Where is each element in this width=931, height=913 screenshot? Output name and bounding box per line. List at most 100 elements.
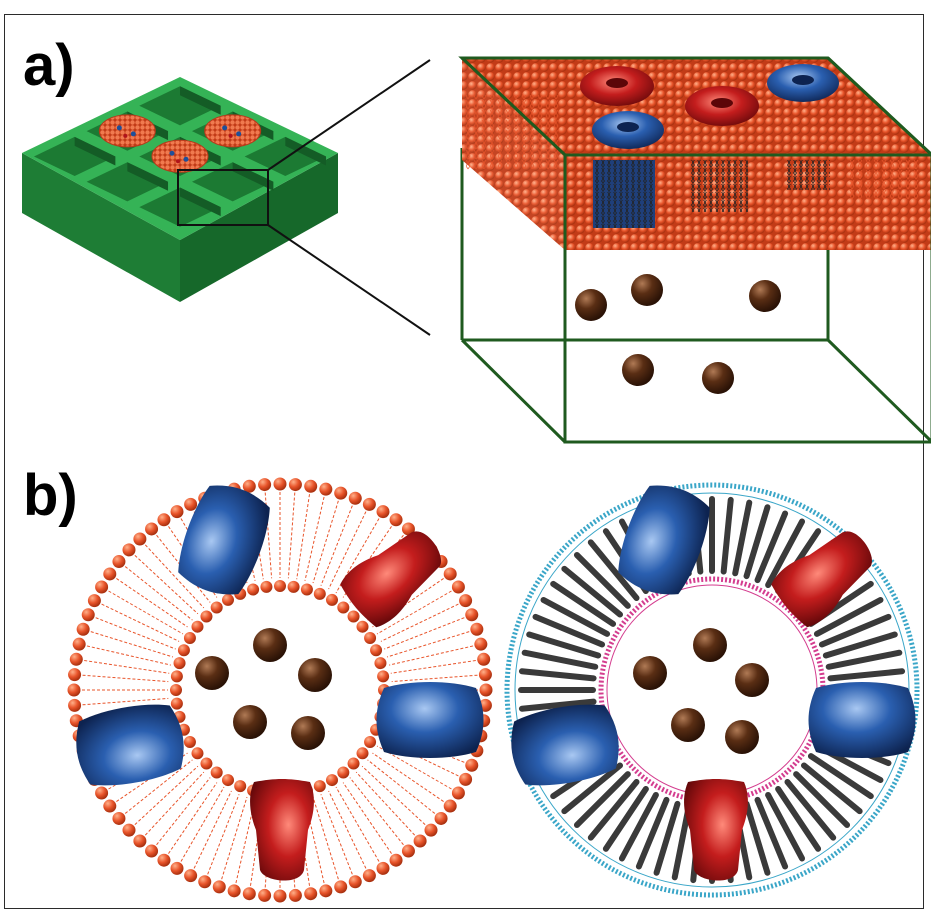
polymer-chain — [573, 551, 631, 609]
cargo-particle-icon — [702, 362, 734, 394]
microwell-substrate — [22, 59, 431, 336]
lipid-head-outer — [212, 880, 226, 894]
transmembrane-core-red-tails — [690, 160, 748, 212]
lipid-head-inner — [326, 593, 338, 606]
substrate-well-wall — [285, 136, 327, 166]
protein-body — [76, 704, 184, 786]
lipid-head-outer — [122, 543, 136, 557]
lipid-head-inner — [247, 583, 260, 596]
polymer-chain — [732, 499, 753, 577]
polymer-chain — [754, 796, 789, 870]
polymer-chain — [818, 613, 892, 648]
lipid-head-inner — [173, 657, 186, 670]
blue-membrane-protein-icon — [116, 125, 122, 131]
lipid-tail — [221, 796, 248, 880]
lipid-tail — [376, 590, 452, 635]
lipid-head-outer — [465, 758, 479, 772]
lipid-head-outer — [334, 486, 348, 500]
blue-membrane-protein-icon — [222, 125, 228, 131]
lipid-head-outer — [362, 497, 376, 511]
lipid-head-outer — [258, 888, 272, 902]
cargo-particle-icon — [575, 289, 607, 321]
lipid-head-outer — [145, 522, 159, 536]
lipid-head-outer — [68, 668, 82, 682]
lipid-head-inner — [347, 610, 360, 623]
lipid-tail — [180, 786, 225, 862]
cargo-particle-icon — [298, 658, 332, 692]
lipid-tail — [144, 771, 205, 836]
polymer-chain — [822, 631, 898, 659]
substrate-well-wall — [180, 86, 221, 115]
lipid-tail — [304, 496, 325, 581]
substrate-well-wall — [180, 187, 221, 217]
cargo-particle-icon — [633, 656, 667, 690]
lipid-head-outer — [401, 844, 415, 858]
lipid-head-outer — [413, 834, 427, 848]
lipid-tail — [264, 492, 273, 579]
polymer-inner-shell — [598, 576, 826, 804]
lipid-head-outer — [184, 869, 198, 883]
box-bottom-right-edge — [826, 338, 931, 444]
polymer-chain — [784, 778, 837, 841]
lipid-head-inner — [210, 766, 223, 779]
red-membrane-protein-icon — [340, 531, 442, 628]
lipid-head-outer — [227, 884, 241, 898]
polymer-chain — [587, 539, 640, 602]
protein-body — [376, 682, 484, 758]
polymersome-icon — [504, 482, 920, 898]
red-membrane-protein-icon — [685, 86, 759, 126]
lipid-head-outer — [67, 683, 81, 697]
lipid-head-outer — [479, 683, 493, 697]
lipid-head-inner — [337, 601, 350, 614]
lipid-tail — [124, 759, 193, 814]
lipid-tail — [386, 631, 470, 658]
red-membrane-protein-icon — [228, 133, 233, 138]
lipid-tail — [108, 590, 184, 635]
polymer-chain — [550, 580, 617, 627]
blue-membrane-protein-icon — [767, 64, 839, 102]
polymer-chain — [793, 771, 851, 829]
blue-membrane-protein-icon — [183, 156, 189, 162]
lipid-head-inner — [170, 670, 183, 683]
lipid-head-outer — [443, 567, 457, 581]
lipid-tail — [349, 777, 404, 846]
lipid-tail — [82, 674, 169, 683]
lipid-tail — [95, 617, 176, 650]
lipid-tails-right — [850, 160, 920, 200]
lipid-head-outer — [304, 479, 318, 493]
lipid-head-outer — [459, 594, 473, 608]
lipid-head-outer — [184, 497, 198, 511]
box-bottom-left-edge — [460, 338, 567, 444]
cargo-particle-icon — [735, 663, 769, 697]
lipid-head-inner — [183, 632, 196, 644]
lipid-head-outer — [288, 478, 302, 492]
lipid-head-inner — [234, 780, 247, 793]
lipid-head-outer — [95, 580, 109, 594]
cargo-particle-icon — [631, 274, 663, 306]
lipid-head-outer — [76, 622, 90, 636]
protein-body — [178, 485, 270, 595]
polymer-chain — [602, 785, 649, 852]
lipid-head-outer — [198, 875, 212, 889]
polymer-chain — [743, 800, 771, 876]
cargo-particle-icon — [749, 280, 781, 312]
panel-a-label: a) — [23, 33, 75, 98]
lipid-head-outer — [477, 652, 491, 666]
lipid-head-outer — [157, 853, 171, 867]
lipid-head-inner — [200, 757, 213, 770]
lipid-tail — [134, 765, 199, 826]
red-membrane-protein-icon — [123, 133, 128, 138]
lipid-tail — [296, 494, 311, 580]
lipid-head-outer — [103, 799, 117, 813]
lipid-head-outer — [242, 479, 256, 493]
lipid-head-inner — [374, 657, 387, 670]
lipid-head-outer — [69, 652, 83, 666]
polymer-outer-shell-line — [514, 492, 910, 888]
lipid-head-outer — [474, 637, 488, 651]
lipid-head-outer — [459, 772, 473, 786]
lipid-head-outer — [334, 880, 348, 894]
liposome-icon — [67, 477, 493, 903]
lipid-tail — [390, 659, 476, 674]
lipid-head-outer — [465, 608, 479, 622]
